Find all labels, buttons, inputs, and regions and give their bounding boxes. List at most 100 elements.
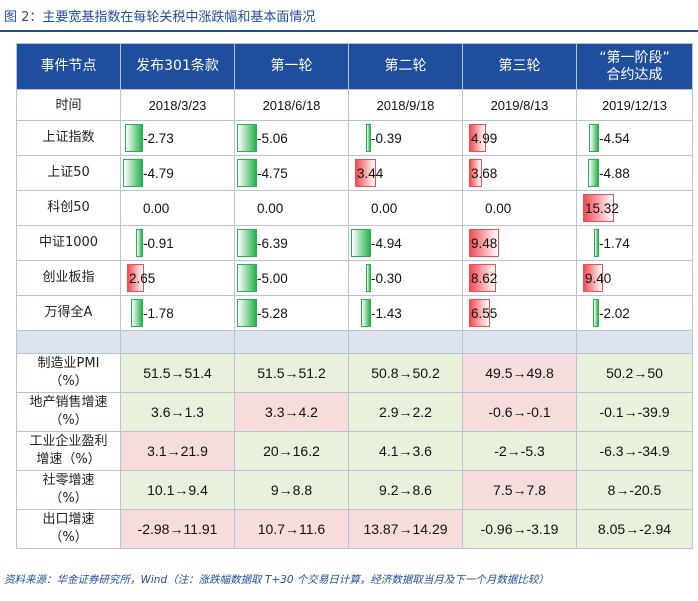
index-row-label: 上证指数 <box>16 120 121 156</box>
index-value: 0.00 <box>257 200 284 216</box>
negative-bar <box>588 159 599 187</box>
economic-row-label: 工业企业盈利 增速（%） <box>16 431 121 471</box>
negative-bar <box>593 299 599 327</box>
index-value-cell: 9.40 <box>576 260 693 296</box>
index-value: -4.75 <box>257 165 288 181</box>
index-value: -5.28 <box>257 305 288 321</box>
index-value-cell: -0.91 <box>120 225 235 261</box>
economic-value-cell: 8→-20.5 <box>576 470 693 510</box>
date-cell: 2019/8/13 <box>462 89 577 121</box>
negative-bar <box>237 159 257 187</box>
index-row: 上证指数 -2.73 -5.06 -0.39 4.99 -4.54 <box>16 120 693 156</box>
economic-row-label: 制造业PMI （%） <box>16 353 121 393</box>
economic-value-cell: 10.7→11.6 <box>234 509 349 549</box>
header-phase-one: “第一阶段” 合约达成 <box>576 43 693 90</box>
negative-bar <box>361 299 371 327</box>
data-table: 事件节点 发布301条款 第一轮 第二轮 第三轮 “第一阶段” 合约达成 时间 … <box>16 43 693 549</box>
index-value-cell: -4.79 <box>120 155 235 191</box>
economic-value-cell: 51.5→51.2 <box>234 353 349 393</box>
index-value: -4.94 <box>371 235 402 251</box>
economic-value-cell: 51.5→51.4 <box>120 353 235 393</box>
row-label-time: 时间 <box>16 89 121 121</box>
spacer-cell <box>234 330 349 354</box>
economic-value-cell: 50.2→50 <box>576 353 693 393</box>
economic-value-cell: 13.87→14.29 <box>348 509 463 549</box>
header-phase-one-line2: 合约达成 <box>606 66 663 83</box>
economic-row-label: 地产销售增速 （%） <box>16 392 121 432</box>
economic-row-label-line: 工业企业盈利 <box>29 434 108 449</box>
index-value-cell: -6.39 <box>234 225 349 261</box>
header-round-1: 第一轮 <box>234 43 349 90</box>
index-value-cell: -5.00 <box>234 260 349 296</box>
index-value: 0.00 <box>371 200 398 216</box>
economic-value-cell: 3.3→4.2 <box>234 392 349 432</box>
spacer-cell <box>348 330 463 354</box>
economic-row-label-line: 制造业PMI <box>37 356 100 371</box>
index-row-label: 科创50 <box>16 190 121 226</box>
economic-row-label-line: 地产销售增速 <box>29 395 108 410</box>
negative-bar <box>589 124 599 152</box>
index-value-cell: -4.75 <box>234 155 349 191</box>
economic-value-cell: 7.5→7.8 <box>462 470 577 510</box>
index-row: 创业板指 2.65 -5.00 -0.30 8.62 9.40 <box>16 260 693 296</box>
positive-bar <box>469 124 486 152</box>
date-cell: 2018/9/18 <box>348 89 463 121</box>
index-value: 2.65 <box>129 270 156 286</box>
index-value-cell: -4.54 <box>576 120 693 156</box>
date-row: 时间 2018/3/23 2018/6/18 2018/9/18 2019/8/… <box>16 89 693 121</box>
economic-value-cell: -0.6→-0.1 <box>462 392 577 432</box>
index-row: 万得全A -1.78 -5.28 -1.43 6.55 -2.02 <box>16 295 693 331</box>
header-event-node: 事件节点 <box>16 43 121 90</box>
index-row: 科创50 0.00 0.00 0.00 0.00 15.32 <box>16 190 693 226</box>
positive-bar <box>469 229 499 257</box>
date-cell: 2018/6/18 <box>234 89 349 121</box>
economic-row: 出口增速 （%） -2.98→11.91 10.7→11.6 13.87→14.29 -0… <box>16 509 693 549</box>
negative-bar <box>351 229 371 257</box>
economic-value-cell: -6.3→-34.9 <box>576 431 693 471</box>
index-value: -4.88 <box>599 165 630 181</box>
index-value: 9.40 <box>585 270 612 286</box>
economic-row-label-line: （%） <box>49 374 88 389</box>
economic-row: 社零增速 （%） 10.1→9.4 9→8.8 9.2→8.6 7.5→7.8 8→-20.… <box>16 470 693 510</box>
index-value: -4.79 <box>143 165 174 181</box>
economic-row-label: 出口增速 （%） <box>16 509 121 549</box>
index-value: 6.55 <box>471 305 498 321</box>
economic-value-cell: 9→8.8 <box>234 470 349 510</box>
economic-value-cell: 20→16.2 <box>234 431 349 471</box>
index-value: -5.06 <box>257 130 288 146</box>
economic-row-label-line: （%） <box>49 413 88 428</box>
date-cell: 2019/12/13 <box>576 89 693 121</box>
index-value: 4.99 <box>471 130 498 146</box>
economic-row-label-line: 社零增速 <box>42 473 95 488</box>
index-value-cell: 0.00 <box>348 190 463 226</box>
economic-row-label-line: （%） <box>49 491 88 506</box>
index-value-cell: -0.30 <box>348 260 463 296</box>
spacer-cell <box>576 330 693 354</box>
spacer-cell <box>120 330 235 354</box>
spacer-cell <box>16 330 121 354</box>
negative-bar <box>366 264 371 292</box>
positive-bar <box>583 264 603 292</box>
economic-value-cell: 4.1→3.6 <box>348 431 463 471</box>
index-value-cell: 0.00 <box>234 190 349 226</box>
economic-value-cell: -0.1→-39.9 <box>576 392 693 432</box>
positive-bar <box>355 159 376 187</box>
date-cell: 2018/3/23 <box>120 89 235 121</box>
title-divider <box>0 30 698 32</box>
economic-row-label-line: 增速（%） <box>36 452 101 467</box>
index-value: 15.32 <box>585 200 619 216</box>
index-row: 中证1000 -0.91 -6.39 -4.94 9.48 -1.74 <box>16 225 693 261</box>
index-value-cell: -4.88 <box>576 155 693 191</box>
section-spacer <box>16 330 693 354</box>
economic-value-cell: 49.5→49.8 <box>462 353 577 393</box>
index-value: -0.30 <box>371 270 402 286</box>
positive-bar <box>469 264 496 292</box>
index-value-cell: -1.74 <box>576 225 693 261</box>
negative-bar <box>237 299 257 327</box>
index-value: -2.02 <box>599 305 630 321</box>
index-value: 3.44 <box>357 165 384 181</box>
negative-bar <box>136 229 143 257</box>
economic-value-cell: 3.6→1.3 <box>120 392 235 432</box>
negative-bar <box>123 159 143 187</box>
index-value: -1.78 <box>143 305 174 321</box>
